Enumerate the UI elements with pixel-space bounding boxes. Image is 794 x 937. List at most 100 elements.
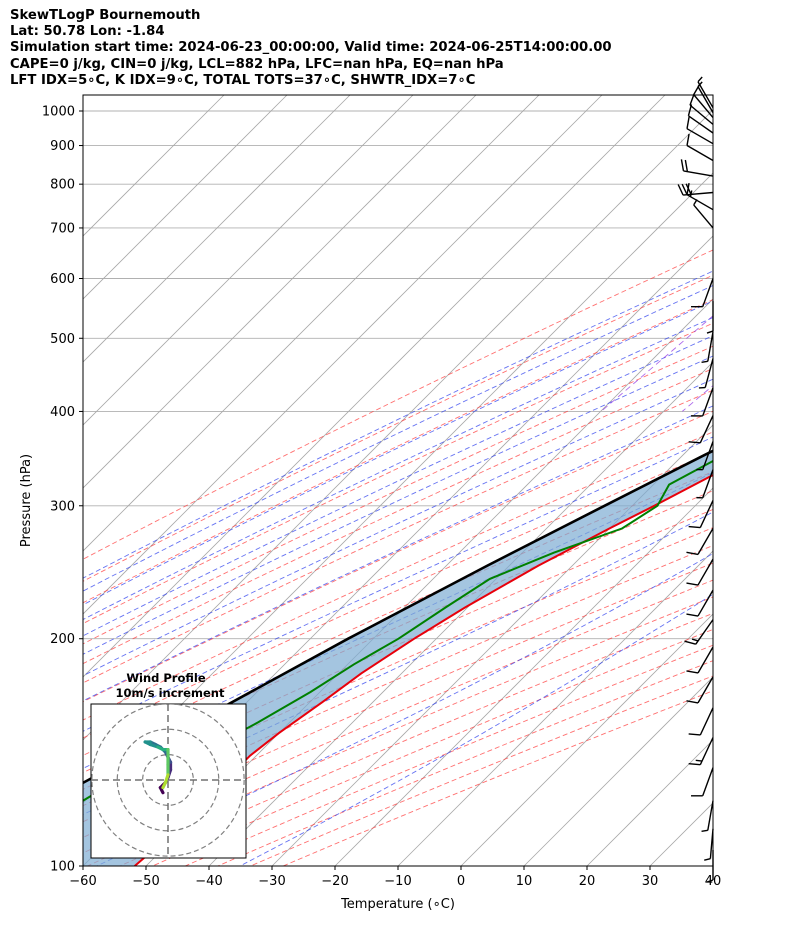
wind-profile-title: Wind Profile [126,671,206,685]
isotherm-line [83,95,603,615]
wind-barb [693,84,714,119]
wind-barb [689,93,714,125]
chart-location: Lat: 50.78 Lon: -1.84 [10,24,165,40]
wind-barb [686,528,714,556]
mixing-ratio-line [600,315,713,412]
y-tick-label: 200 [50,632,75,647]
dry-adiabat [83,367,713,665]
wind-barb [686,646,714,674]
dry-adiabat [83,345,713,645]
dry-adiabat [83,410,713,703]
mixing-ratio-line [682,385,713,412]
chart-times: Simulation start time: 2024-06-23_00:00:… [10,40,612,56]
wind-profile-segment [161,780,168,790]
dewpoint-line [83,459,713,802]
mixing-ratio-line [742,95,794,411]
dry-adiabat [282,690,713,866]
wind-barb [706,301,714,334]
x-tick-label: −60 [69,874,96,889]
isotherm-line [83,95,666,678]
moist-adiabat [83,270,713,579]
y-tick-label: 900 [50,139,75,154]
moist-adiabat [83,300,713,606]
wind-barbs [677,76,714,883]
isotherm-line [460,613,713,866]
wind-barb [688,737,714,766]
chart-indices-cape: CAPE=0 j/kg, CIN=0 j/kg, LCL=882 hPa, LF… [10,56,504,72]
wind-barb [696,441,714,471]
moist-adiabat [83,436,713,732]
moist-adiabat [83,316,713,621]
wind-barb [686,676,714,704]
dry-adiabat [83,451,713,739]
isotherm-line [83,95,288,300]
isotherm-line [83,95,225,237]
isotherm-line [397,550,713,866]
isotherm-line [776,95,794,866]
wind-barb [693,199,714,229]
wind-barb [697,76,714,109]
x-axis-label: Temperature (∘C) [340,897,455,912]
y-tick-label: 400 [50,405,75,420]
y-axis-label: Pressure (hPa) [19,454,34,547]
wind-barb [688,415,714,444]
dry-adiabat [83,490,713,774]
wind-barb [696,469,714,499]
isotherm-line [523,676,713,866]
isotherm-line [208,361,713,866]
wind-profile-plot [91,704,246,858]
wind-barb [686,558,714,586]
isotherm-line [83,95,477,489]
temperature-line [134,473,713,866]
wind-barb [706,850,714,883]
x-tick-label: 10 [516,874,533,889]
dry-adiabat [83,389,713,684]
wind-barb [684,619,714,645]
dry-adiabat [83,249,713,560]
parcel-path-line [83,449,713,785]
x-tick-label: 40 [705,874,722,889]
moist-adiabat [83,355,713,655]
wind-barb [686,117,714,145]
axes-layer: −60 −50 −40 −30 −20 −10 0 10 20 30 40 100 200 300 400 5… [19,104,721,912]
y-tick-label: 600 [50,272,75,287]
isotherm-line [83,95,540,552]
isotherm-line [83,95,351,363]
x-tick-label: −30 [258,874,285,889]
x-tick-label: 0 [457,874,465,889]
x-tick-label: −50 [132,874,159,889]
wind-barb [701,331,714,363]
wind-barb [688,707,714,736]
wind-barb [686,589,714,617]
moist-adiabat [83,511,713,816]
wind-barb [691,767,714,797]
wind-barb [691,278,714,308]
wind-barb [701,800,714,832]
moist-adiabat [83,285,713,592]
isotherm-line [271,424,713,866]
dry-adiabat [83,299,713,604]
chart-title: SkewTLogP Bournemouth [10,8,201,23]
y-tick-label: 800 [50,178,75,193]
chart-indices-lft: LFT IDX=5∘C, K IDX=9∘C, TOTAL TOTS=37∘C,… [10,72,476,88]
wind-profile-ring [91,704,245,857]
wind-barb [680,159,714,177]
moist-adiabat [96,552,713,866]
x-tick-label: −10 [384,874,411,889]
y-tick-label: 300 [50,499,75,514]
wind-barb [686,133,714,162]
y-tick-label: 700 [50,221,75,236]
dry-adiabat [250,675,713,866]
moist-adiabat [83,378,713,677]
isotherm-line [712,865,713,866]
x-tick-label: −20 [321,874,348,889]
y-tick-label: 100 [50,860,75,875]
wind-barb [691,387,714,417]
isotherm-line [334,487,713,866]
isotherm-line [83,109,713,741]
wind-barb [688,500,714,529]
x-tick-label: 30 [642,874,659,889]
wind-barb [698,358,714,389]
